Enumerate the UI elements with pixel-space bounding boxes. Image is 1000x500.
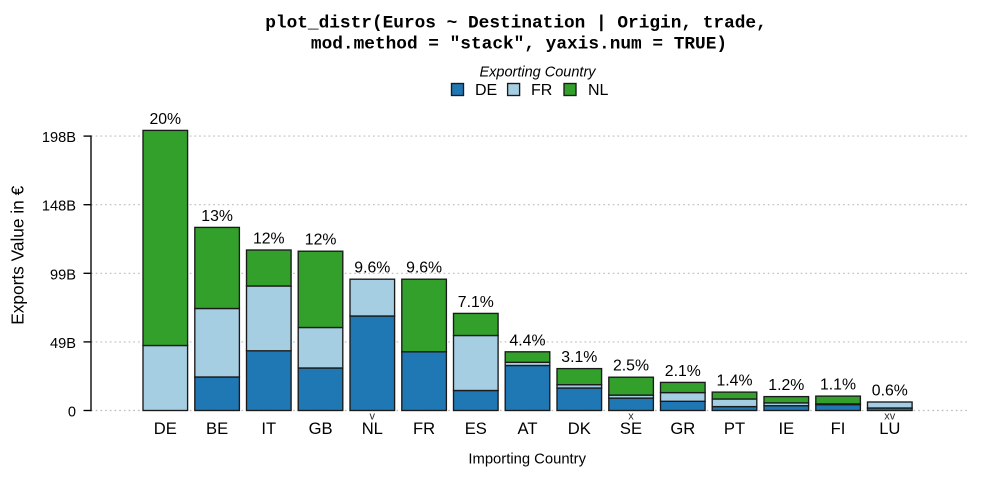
- svg-text:DK: DK: [568, 419, 591, 438]
- svg-text:FR: FR: [413, 419, 435, 438]
- svg-text:20%: 20%: [149, 111, 181, 128]
- svg-text:PT: PT: [724, 419, 745, 438]
- svg-text:DE: DE: [154, 419, 177, 438]
- svg-text:2.5%: 2.5%: [613, 358, 649, 375]
- svg-text:NL: NL: [588, 82, 609, 99]
- svg-text:BE: BE: [206, 419, 228, 438]
- svg-text:xv: xv: [884, 410, 896, 422]
- svg-text:Exporting Country: Exporting Country: [479, 65, 596, 81]
- svg-text:GB: GB: [309, 419, 333, 438]
- svg-text:198B: 198B: [42, 130, 76, 146]
- svg-text:FI: FI: [831, 419, 846, 438]
- svg-text:plot_distr(Euros ~ Destination: plot_distr(Euros ~ Destination | Origin,…: [265, 14, 767, 34]
- svg-text:12%: 12%: [305, 232, 337, 249]
- svg-text:0.6%: 0.6%: [872, 383, 908, 400]
- svg-text:1.2%: 1.2%: [768, 377, 804, 394]
- svg-text:FR: FR: [531, 82, 552, 99]
- svg-text:LU: LU: [879, 419, 900, 438]
- svg-text:x: x: [628, 410, 634, 422]
- svg-text:ES: ES: [465, 419, 487, 438]
- svg-text:4.4%: 4.4%: [509, 332, 545, 349]
- svg-text:9.6%: 9.6%: [406, 260, 442, 277]
- svg-text:1.1%: 1.1%: [820, 377, 856, 394]
- svg-text:AT: AT: [518, 419, 538, 438]
- svg-text:IT: IT: [261, 419, 276, 438]
- svg-text:IE: IE: [778, 419, 794, 438]
- svg-text:Exports Value in €: Exports Value in €: [8, 185, 28, 324]
- svg-text:7.1%: 7.1%: [458, 294, 494, 311]
- svg-text:NL: NL: [362, 419, 383, 438]
- svg-text:0: 0: [68, 405, 76, 421]
- svg-text:mod.method = "stack", yaxis.nu: mod.method = "stack", yaxis.num = TRUE): [311, 35, 727, 55]
- svg-text:99B: 99B: [50, 267, 76, 283]
- svg-text:148B: 148B: [42, 199, 76, 215]
- svg-text:3.1%: 3.1%: [561, 349, 597, 366]
- svg-text:49B: 49B: [50, 336, 76, 352]
- svg-text:13%: 13%: [201, 208, 233, 225]
- svg-text:SE: SE: [620, 419, 642, 438]
- svg-text:1.4%: 1.4%: [716, 373, 752, 390]
- svg-text:GR: GR: [670, 419, 695, 438]
- svg-text:2.1%: 2.1%: [665, 363, 701, 380]
- svg-text:12%: 12%: [253, 231, 285, 248]
- svg-text:DE: DE: [475, 82, 497, 99]
- svg-text:v: v: [370, 410, 376, 422]
- svg-text:9.6%: 9.6%: [354, 260, 390, 277]
- svg-text:Importing Country: Importing Country: [468, 452, 586, 468]
